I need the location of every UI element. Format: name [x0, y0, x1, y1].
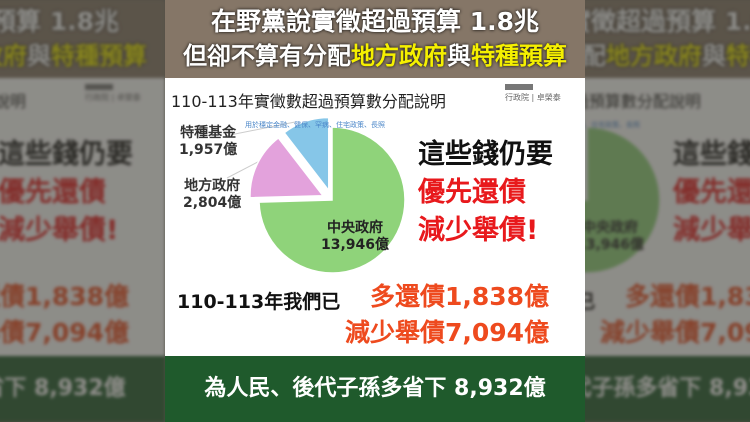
summary-repay: 多還債1,838億 [370, 282, 550, 311]
blurred-summary-repay: 多還債1,838億 [625, 282, 750, 311]
right-blurred-background: 在野黨說實徵超過預算 1.8兆 但卻不算有分配地方政府與特種預算 110-113… [585, 0, 750, 422]
chart-card: 110-113年實徵數超過預算數分配說明 行政院 | 卓榮泰 用於穩定金融、健保… [165, 78, 585, 356]
blurred-headline-line2: 但卻不算有分配地方政府與特種預算 [585, 42, 750, 70]
blurred-pie-chart [585, 126, 661, 274]
blurred-summary-repay: 多還債1,838億 [0, 282, 130, 311]
pie-slice-0 [258, 126, 406, 274]
blurred-pie-slice-0 [585, 126, 661, 274]
blurred-chart-card: 110-113年實徵數超過預算數分配說明 行政院 | 卓榮泰 用於穩定金融、健保… [0, 78, 165, 356]
logo: 行政院 | 卓榮泰 [505, 84, 561, 103]
blurred-headline: 在野黨說實徵超過預算 1.8兆 但卻不算有分配地方政府與特種預算 [0, 0, 165, 78]
blurred-logo: 行政院 | 卓榮泰 [85, 84, 141, 103]
blurred-message-line2: 優先還債 [0, 177, 106, 208]
pie-chart [224, 116, 406, 274]
blurred-footer-banner: 為人民、後代子孫多省下 8,932億 [585, 356, 750, 422]
blurred-message-line1: 這些錢仍要 [673, 139, 750, 170]
label-central-gov: 中央政府 13,946億 [321, 220, 390, 253]
fund-usage-note: 用於穩定金融、健保、罕病、住宅政策、長照 [245, 121, 385, 129]
pie-slice-1 [249, 136, 325, 199]
blurred-headline-line2: 但卻不算有分配地方政府與特種預算 [0, 42, 147, 70]
main-panel: 在野黨說實徵超過預算 1.8兆 但卻不算有分配地方政府與特種預算 110-113… [165, 0, 585, 422]
blurred-footer-banner: 為人民、後代子孫多省下 8,932億 [0, 356, 165, 422]
chart-title: 110-113年實徵數超過預算數分配說明 [171, 92, 446, 111]
blurred-summary-reduce: 減少舉債7,094億 [0, 318, 130, 347]
blurred-summary-prefix: 110-113年我們已 [585, 291, 596, 313]
blurred-headline-line1: 在野黨說實徵超過預算 1.8兆 [0, 7, 119, 36]
summary-prefix: 110-113年我們已 [177, 291, 341, 313]
left-blurred-background: 在野黨說實徵超過預算 1.8兆 但卻不算有分配地方政府與特種預算 110-113… [0, 0, 165, 422]
headline-line2: 但卻不算有分配地方政府與特種預算 [183, 42, 567, 70]
blurred-copy: 在野黨說實徵超過預算 1.8兆 但卻不算有分配地方政府與特種預算 110-113… [0, 0, 165, 422]
blurred-chart-title: 110-113年實徵數超過預算數分配說明 [0, 92, 26, 111]
headline-line1: 在野黨說實徵超過預算 1.8兆 [211, 7, 539, 36]
message-line1: 這些錢仍要 [418, 139, 553, 170]
executive-yuan-emblem [505, 84, 533, 90]
label-local-gov: 地方政府 2,804億 [183, 178, 242, 211]
blurred-message-line3: 減少舉債! [0, 215, 119, 246]
blurred-headline: 在野黨說實徵超過預算 1.8兆 但卻不算有分配地方政府與特種預算 [585, 0, 750, 78]
blurred-message-line3: 減少舉債! [673, 215, 750, 246]
pie-slice-2 [283, 116, 330, 193]
message-line2: 優先還債 [418, 177, 526, 208]
blurred-summary-reduce: 減少舉債7,094億 [600, 318, 750, 347]
blurred-executive-yuan-emblem [85, 84, 113, 90]
blurred-chart-title: 110-113年實徵數超過預算數分配說明 [585, 92, 701, 111]
blurred-copy: 在野黨說實徵超過預算 1.8兆 但卻不算有分配地方政府與特種預算 110-113… [585, 0, 750, 422]
label-special-fund: 特種基金 1,957億 [179, 125, 238, 158]
footer-banner: 為人民、後代子孫多省下 8,932億 [165, 356, 585, 422]
blurred-fund-usage-note: 用於穩定金融、健保、罕病、住宅政策、長照 [585, 121, 640, 129]
blurred-message-line1: 這些錢仍要 [0, 139, 133, 170]
blurred-message-line2: 優先還債 [673, 177, 750, 208]
message-line3: 減少舉債! [418, 215, 539, 246]
blurred-chart-card: 110-113年實徵數超過預算數分配說明 行政院 | 卓榮泰 用於穩定金融、健保… [585, 78, 750, 356]
blurred-headline-line1: 在野黨說實徵超過預算 1.8兆 [585, 7, 750, 36]
headline: 在野黨說實徵超過預算 1.8兆 但卻不算有分配地方政府與特種預算 [165, 0, 585, 78]
summary-reduce: 減少舉債7,094億 [345, 318, 550, 347]
